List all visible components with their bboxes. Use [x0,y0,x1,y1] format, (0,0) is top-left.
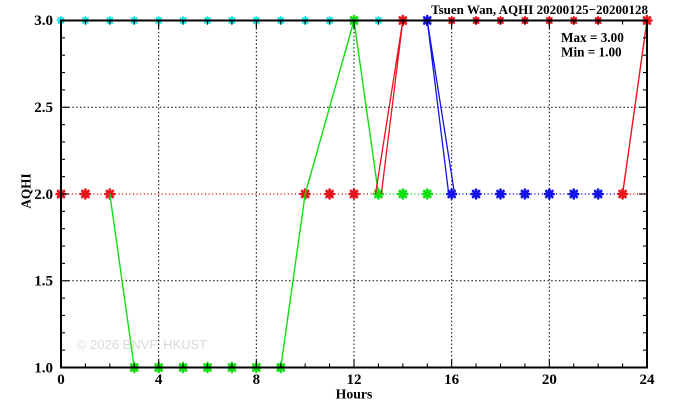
svg-text:1.5: 1.5 [34,274,53,290]
svg-text:AQHI: AQHI [19,173,34,208]
svg-text:© 2026 ENVF, HKUST: © 2026 ENVF, HKUST [77,337,207,352]
svg-text:8: 8 [253,372,261,388]
svg-text:1.0: 1.0 [34,361,53,377]
svg-text:Max = 3.00: Max = 3.00 [561,30,624,45]
svg-text:4: 4 [155,372,163,388]
svg-text:3.0: 3.0 [34,13,53,29]
svg-text:20: 20 [542,372,557,388]
svg-text:Min = 1.00: Min = 1.00 [561,45,622,60]
svg-text:Hours: Hours [336,387,373,402]
svg-text:0: 0 [57,372,65,388]
svg-text:2.5: 2.5 [34,100,53,116]
svg-text:2.0: 2.0 [34,187,53,203]
svg-text:16: 16 [444,372,460,388]
svg-text:Tsuen Wan, AQHI 20200125−20200: Tsuen Wan, AQHI 20200125−20200128 [431,2,648,17]
svg-text:24: 24 [640,372,656,388]
